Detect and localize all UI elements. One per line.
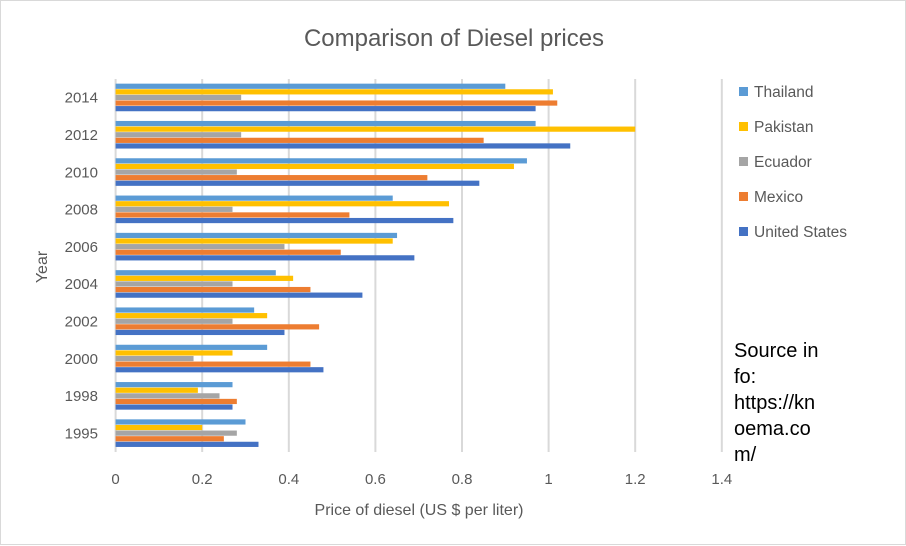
bar-mexico-2014 bbox=[115, 100, 558, 106]
x-tick-label: 0 bbox=[111, 471, 119, 488]
bar-mexico-1995 bbox=[115, 436, 224, 442]
y-tick-label: 1995 bbox=[65, 425, 98, 442]
bar-ecuador-2002 bbox=[115, 318, 233, 324]
bar-pakistan-2014 bbox=[115, 89, 553, 95]
bar-united-states-2012 bbox=[115, 143, 571, 149]
bar-united-states-2014 bbox=[115, 106, 536, 112]
bar-thailand-1995 bbox=[115, 419, 246, 425]
bar-thailand-2008 bbox=[115, 195, 393, 201]
y-tick-label: 2000 bbox=[65, 351, 98, 368]
bar-mexico-2008 bbox=[115, 212, 350, 218]
x-tick-labels: 0 0.2 0.4 0.6 0.8 1 1.2 1.4 bbox=[111, 471, 732, 488]
bar-ecuador-2014 bbox=[115, 94, 242, 101]
x-tick-label: 0.4 bbox=[278, 471, 299, 488]
bar-mexico-1998 bbox=[115, 398, 237, 405]
y-tick-labels: 1995 1998 2000 2002 2004 2006 2008 2010 2012 2014 bbox=[65, 90, 98, 443]
legend-swatch bbox=[739, 157, 748, 166]
y-tick-label: 2006 bbox=[65, 239, 98, 256]
bar-united-states-2000 bbox=[115, 367, 324, 373]
bar-united-states-2006 bbox=[115, 255, 415, 261]
legend-label: Thailand bbox=[754, 84, 813, 101]
bar-thailand-2014 bbox=[115, 83, 506, 89]
bar-mexico-2002 bbox=[115, 324, 320, 330]
bar-mexico-2006 bbox=[115, 249, 341, 255]
bar-ecuador-1995 bbox=[115, 430, 237, 436]
legend-swatch bbox=[739, 227, 748, 236]
legend-label: Mexico bbox=[754, 189, 803, 206]
y-tick-label: 2012 bbox=[65, 127, 98, 144]
y-tick-label: 2004 bbox=[65, 276, 98, 293]
y-tick-label: 2002 bbox=[65, 313, 98, 330]
bar-ecuador-1998 bbox=[115, 393, 220, 399]
x-tick-label: 1.2 bbox=[625, 471, 646, 488]
x-tick-label: 0.6 bbox=[365, 471, 386, 488]
bar-thailand-1998 bbox=[115, 382, 233, 388]
bar-thailand-2000 bbox=[115, 344, 268, 350]
bar-pakistan-2006 bbox=[115, 238, 393, 244]
y-tick-label: 2010 bbox=[65, 164, 98, 181]
bar-mexico-2010 bbox=[115, 175, 428, 181]
legend-label: Pakistan bbox=[754, 119, 813, 136]
legend-label: United States bbox=[754, 224, 847, 241]
x-tick-label: 0.2 bbox=[192, 471, 213, 488]
bar-pakistan-2008 bbox=[115, 201, 450, 207]
bar-thailand-2002 bbox=[115, 307, 255, 313]
bar-ecuador-2010 bbox=[115, 169, 237, 175]
legend-swatch bbox=[739, 87, 748, 96]
bar-united-states-1998 bbox=[115, 404, 233, 410]
bar-pakistan-2010 bbox=[115, 163, 514, 170]
bars bbox=[115, 83, 636, 447]
bar-pakistan-2002 bbox=[115, 313, 268, 319]
bar-united-states-2010 bbox=[115, 180, 480, 186]
bar-ecuador-2012 bbox=[115, 132, 242, 138]
bar-pakistan-2004 bbox=[115, 275, 294, 281]
y-axis-label: Year bbox=[34, 250, 51, 283]
y-tick-label: 1998 bbox=[65, 388, 98, 405]
bar-mexico-2000 bbox=[115, 361, 311, 367]
source-line-2: https://knoema.com/ bbox=[734, 392, 816, 466]
bar-thailand-2012 bbox=[115, 120, 536, 127]
x-axis-label: Price of diesel (US $ per liter) bbox=[315, 502, 524, 519]
legend-label: Ecuador bbox=[754, 154, 812, 171]
chart-title: Comparison of Diesel prices bbox=[304, 25, 604, 52]
legend: Thailand Pakistan Ecuador Mexico United Stat… bbox=[739, 84, 847, 241]
source-annotation: Source info: https://knoema.com/ bbox=[734, 338, 824, 468]
bar-ecuador-2000 bbox=[115, 355, 194, 362]
bar-united-states-1995 bbox=[115, 441, 259, 447]
y-tick-label: 2014 bbox=[65, 90, 98, 107]
bar-pakistan-2000 bbox=[115, 350, 233, 356]
x-tick-label: 0.8 bbox=[452, 471, 473, 488]
bar-mexico-2004 bbox=[115, 286, 311, 293]
bar-pakistan-1995 bbox=[115, 424, 203, 431]
bar-thailand-2004 bbox=[115, 270, 276, 276]
bar-pakistan-2012 bbox=[115, 126, 636, 132]
bar-ecuador-2008 bbox=[115, 206, 233, 212]
legend-swatch bbox=[739, 192, 748, 201]
bar-united-states-2004 bbox=[115, 292, 363, 298]
x-tick-label: 1 bbox=[544, 471, 552, 488]
bar-thailand-2010 bbox=[115, 158, 527, 164]
legend-swatch bbox=[739, 122, 748, 131]
bar-united-states-2002 bbox=[115, 329, 285, 336]
bar-mexico-2012 bbox=[115, 137, 484, 143]
bar-united-states-2008 bbox=[115, 217, 454, 224]
y-tick-label: 2008 bbox=[65, 202, 98, 219]
x-tick-label: 1.4 bbox=[711, 471, 732, 488]
bar-pakistan-1998 bbox=[115, 387, 198, 393]
bar-ecuador-2004 bbox=[115, 281, 233, 287]
source-line-1: Source info: bbox=[734, 340, 819, 388]
bar-ecuador-2006 bbox=[115, 244, 285, 250]
bar-thailand-2006 bbox=[115, 232, 398, 239]
